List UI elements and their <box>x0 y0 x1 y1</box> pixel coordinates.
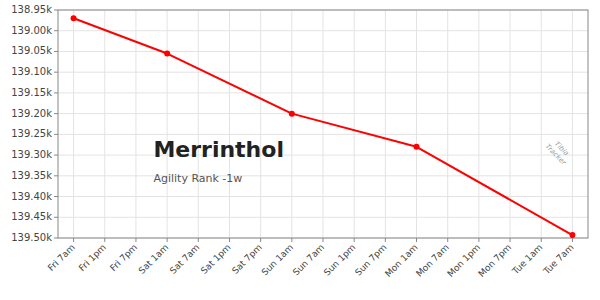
x-tick <box>104 238 105 242</box>
x-grid-line <box>198 10 199 238</box>
y-tick-label: 139.45k <box>11 211 52 222</box>
x-tick-label: Mon 1am <box>383 242 420 279</box>
x-grid-line <box>478 10 479 238</box>
x-tick-label: Fri 7pm <box>108 242 139 273</box>
x-grid-line <box>385 10 386 238</box>
y-tick <box>54 238 58 239</box>
y-tick-label: 139.10k <box>11 66 52 77</box>
plot-frame <box>58 10 588 238</box>
y-tick-label: 139.35k <box>11 170 52 181</box>
y-tick-label: 139.50k <box>11 232 52 243</box>
x-tick <box>541 238 542 242</box>
y-tick <box>54 134 58 135</box>
x-tick-label: Fri 1pm <box>77 242 108 273</box>
point <box>164 51 170 57</box>
x-tick-label: Mon 1pm <box>445 242 482 279</box>
chart: 138.95k 139.00k 139.05k 139.10k 139.15k 139.2… <box>0 0 600 300</box>
x-grid-line <box>572 10 573 238</box>
watermark-line: Tracker <box>544 143 569 168</box>
y-tick-label: 139.25k <box>11 128 52 139</box>
y-tick-label: 139.40k <box>11 191 52 202</box>
x-tick-label: Sat 1pm <box>199 242 233 276</box>
x-tick <box>478 238 479 242</box>
x-tick <box>416 238 417 242</box>
point <box>414 144 420 150</box>
x-grid-line <box>323 10 324 238</box>
x-tick-label: Sun 7am <box>291 242 326 277</box>
x-tick-label: Mon 7pm <box>476 242 513 279</box>
subtitle: Agility Rank -1w <box>153 172 242 185</box>
y-tick <box>54 196 58 197</box>
x-tick <box>572 238 573 242</box>
series <box>71 15 576 238</box>
x-tick <box>510 238 511 242</box>
plot-area <box>58 10 588 238</box>
x-grid-line <box>510 10 511 238</box>
x-tick <box>73 238 74 242</box>
y-tick-label: 139.20k <box>11 108 52 119</box>
x-tick <box>167 238 168 242</box>
y-tick <box>54 51 58 52</box>
y-tick <box>54 72 58 73</box>
line <box>74 18 573 235</box>
x-tick <box>291 238 292 242</box>
x-tick-label: Sun 1am <box>260 242 295 277</box>
x-grid-line <box>416 10 417 238</box>
x-tick <box>447 238 448 242</box>
x-tick <box>385 238 386 242</box>
x-grid-line <box>291 10 292 238</box>
x-grid-line <box>447 10 448 238</box>
x-grid-line <box>167 10 168 238</box>
x-tick-label: Tue 1am <box>510 242 545 277</box>
x-tick <box>198 238 199 242</box>
y-tick <box>54 155 58 156</box>
x-tick <box>229 238 230 242</box>
x-tick <box>323 238 324 242</box>
x-tick-label: Fri 7am <box>46 242 77 273</box>
x-tick-label: Sun 1pm <box>322 242 357 277</box>
y-tick <box>54 30 58 31</box>
point <box>289 111 295 117</box>
x-grid-line <box>229 10 230 238</box>
y-tick <box>54 113 58 114</box>
title: Merrinthol <box>153 137 284 162</box>
x-tick <box>354 238 355 242</box>
x-tick-label: Sat 1am <box>137 242 171 276</box>
y-tick-label: 138.95k <box>11 4 52 15</box>
x-tick-label: Sat 7am <box>168 242 202 276</box>
y-tick <box>54 175 58 176</box>
y-tick <box>54 217 58 218</box>
x-grid-line <box>354 10 355 238</box>
y-tick-label: 139.30k <box>11 149 52 160</box>
watermark: TibiaTracker <box>544 137 575 168</box>
point <box>71 15 77 21</box>
point <box>569 232 575 238</box>
grid <box>58 10 588 238</box>
x-grid-line <box>260 10 261 238</box>
x-tick <box>135 238 136 242</box>
x-grid-line <box>135 10 136 238</box>
y-tick <box>54 10 58 11</box>
x-tick-label: Tue 7am <box>541 242 576 277</box>
x-grid-line <box>541 10 542 238</box>
x-tick <box>260 238 261 242</box>
y-tick <box>54 92 58 93</box>
x-grid-line <box>104 10 105 238</box>
y-tick-label: 139.05k <box>11 45 52 56</box>
y-tick-label: 139.15k <box>11 87 52 98</box>
y-tick-label: 139.00k <box>11 25 52 36</box>
x-grid-line <box>73 10 74 238</box>
